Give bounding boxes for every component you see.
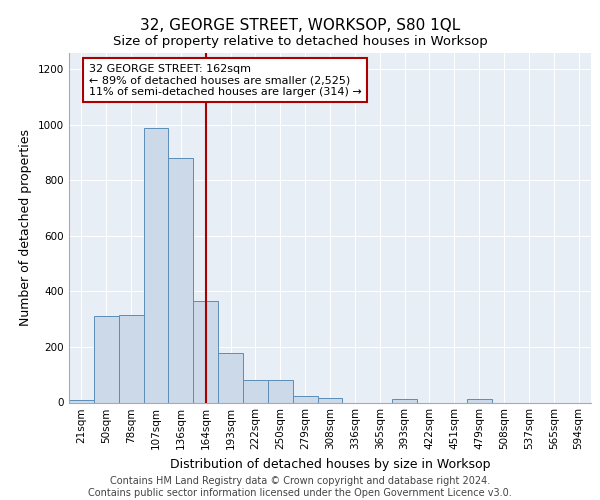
Bar xyxy=(243,380,268,402)
Text: Size of property relative to detached houses in Worksop: Size of property relative to detached ho… xyxy=(113,35,487,48)
Bar xyxy=(293,396,317,402)
Bar xyxy=(69,400,94,402)
Bar xyxy=(143,128,169,402)
Text: 32 GEORGE STREET: 162sqm
← 89% of detached houses are smaller (2,525)
11% of sem: 32 GEORGE STREET: 162sqm ← 89% of detach… xyxy=(89,64,362,97)
Y-axis label: Number of detached properties: Number of detached properties xyxy=(19,129,32,326)
Bar xyxy=(467,399,491,402)
Text: 32, GEORGE STREET, WORKSOP, S80 1QL: 32, GEORGE STREET, WORKSOP, S80 1QL xyxy=(140,18,460,32)
Bar xyxy=(94,316,119,402)
Bar xyxy=(268,380,293,402)
Bar xyxy=(169,158,193,402)
Bar xyxy=(392,399,417,402)
Bar xyxy=(119,315,143,402)
Text: Contains HM Land Registry data © Crown copyright and database right 2024.
Contai: Contains HM Land Registry data © Crown c… xyxy=(88,476,512,498)
Bar xyxy=(193,301,218,402)
Bar xyxy=(218,352,243,403)
X-axis label: Distribution of detached houses by size in Worksop: Distribution of detached houses by size … xyxy=(170,458,490,471)
Bar xyxy=(317,398,343,402)
